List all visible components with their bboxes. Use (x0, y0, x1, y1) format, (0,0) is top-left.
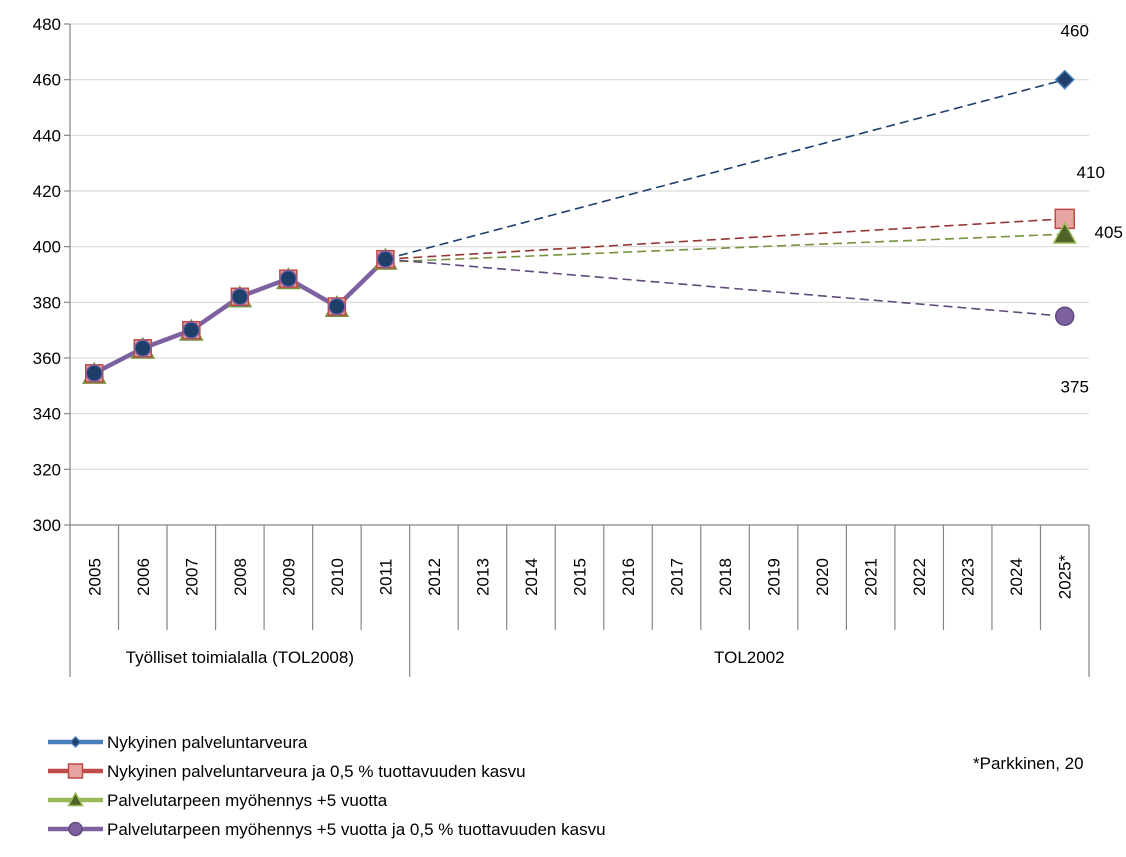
x-tick-label: 2009 (279, 558, 298, 596)
x-tick-label: 2024 (1007, 558, 1026, 596)
legend-marker-square (67, 763, 84, 779)
legend-label: Nykyinen palveluntarveura (107, 733, 308, 752)
category-group-label: Työlliset toimialalla (TOL2008) (126, 648, 354, 667)
data-point-circle (182, 321, 201, 339)
x-tick-label: 2021 (862, 558, 881, 596)
end-value-label: 460 (1061, 22, 1089, 41)
legend-label: Nykyinen palveluntarveura ja 0,5 % tuott… (107, 762, 526, 781)
x-tick-label: 2012 (425, 558, 444, 596)
end-value-labels: 460 410 405 375 (1061, 22, 1123, 397)
x-tick-label: 2010 (328, 558, 347, 596)
x-tick-label: 2019 (765, 558, 784, 596)
y-tick-label: 480 (33, 15, 61, 34)
projection-end-markers (1052, 69, 1078, 326)
y-tick-label: 420 (33, 182, 61, 201)
category-groups: Työlliset toimialalla (TOL2008) TOL2002 (126, 648, 785, 667)
source-note: *Parkkinen, 20 (973, 754, 1084, 773)
projection-line (385, 78, 1065, 260)
data-point-circle (279, 269, 298, 288)
y-tick-label: 440 (33, 126, 61, 145)
end-value-label: 410 (1077, 163, 1105, 182)
end-value-label: 375 (1061, 377, 1089, 396)
projection-line (385, 233, 1065, 263)
x-tick-label: 2005 (85, 558, 104, 596)
projection-line (385, 258, 1065, 318)
data-point-circle (85, 364, 104, 383)
end-marker-triangle (1052, 221, 1078, 244)
historical-series (81, 247, 398, 384)
y-tick-label: 300 (33, 516, 61, 535)
y-tick-label: 320 (33, 460, 61, 479)
legend-label: Palvelutarpeen myöhennys +5 vuotta (107, 791, 388, 810)
data-point-circle (134, 339, 152, 358)
x-tick-label: 2017 (668, 558, 687, 596)
x-tick-label: 2006 (134, 558, 153, 596)
y-tick-label: 340 (33, 405, 61, 424)
x-axis-ticks: 2005 2006 2007 2008 2009 2010 2011 2012 2013 2014… (69, 525, 1090, 677)
x-tick-label: 2015 (571, 558, 590, 596)
x-tick-label: 2008 (231, 558, 250, 596)
end-marker-circle (1054, 306, 1075, 326)
end-marker-diamond (1054, 69, 1075, 90)
end-value-label: 405 (1095, 223, 1123, 242)
legend-marker-circle (68, 821, 83, 837)
x-tick-label: 2025* (1056, 554, 1075, 599)
data-point-circle (231, 288, 249, 306)
legend: Nykyinen palveluntarveura Nykyinen palvel… (48, 733, 606, 839)
axes (69, 24, 1089, 526)
x-tick-label: 2023 (959, 558, 978, 596)
x-tick-label: 2014 (522, 558, 541, 596)
x-tick-label: 2007 (182, 558, 201, 596)
projection-lines (385, 78, 1065, 318)
x-tick-label: 2018 (716, 558, 735, 596)
y-axis-ticks: 300 320 340 360 380 400 420 440 460 480 (33, 15, 70, 535)
x-tick-label: 2022 (910, 558, 929, 596)
x-tick-label: 2013 (473, 558, 492, 596)
x-tick-label: 2011 (376, 559, 395, 596)
y-tick-label: 400 (33, 238, 61, 257)
projection-line (385, 218, 1065, 260)
x-tick-label: 2020 (813, 558, 832, 596)
gridlines (70, 23, 1089, 470)
category-group-label: TOL2002 (714, 648, 785, 667)
data-point-circle (328, 297, 346, 316)
x-tick-label: 2016 (619, 558, 638, 596)
legend-label: Palvelutarpeen myöhennys +5 vuotta ja 0,… (107, 820, 606, 839)
legend-marker-triangle (67, 791, 84, 807)
y-tick-label: 360 (33, 349, 61, 368)
data-point-circle (376, 250, 395, 268)
y-tick-label: 380 (33, 293, 61, 312)
legend-marker-diamond (69, 735, 82, 749)
y-tick-label: 460 (33, 71, 61, 90)
